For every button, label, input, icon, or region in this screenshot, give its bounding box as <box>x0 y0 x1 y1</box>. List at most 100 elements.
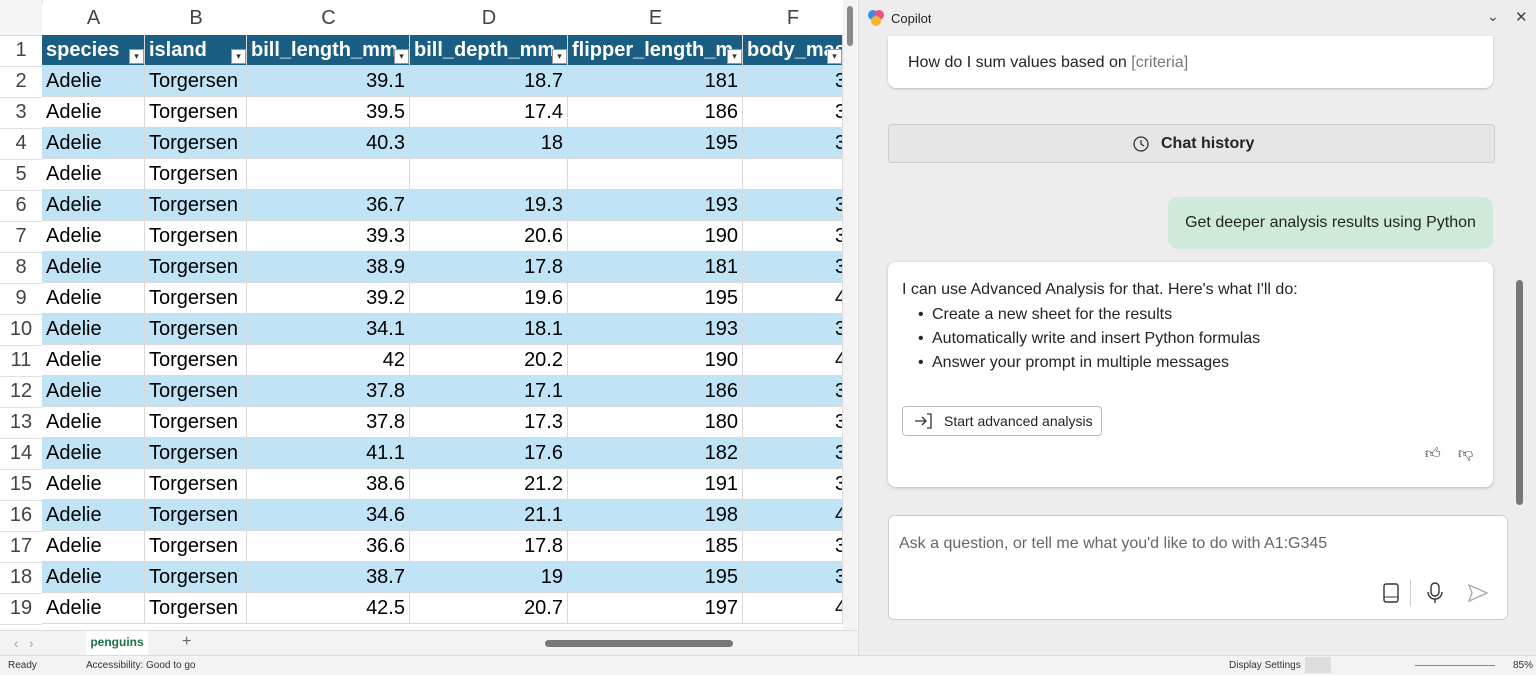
suggestion-card[interactable]: How do I sum values based on [criteria] <box>888 36 1493 88</box>
row-header[interactable]: 15 <box>0 469 42 501</box>
cell[interactable]: 42 <box>247 345 410 376</box>
cell[interactable]: 186 <box>568 97 743 128</box>
cell[interactable]: 18.7 <box>410 66 568 97</box>
row-header[interactable]: 5 <box>0 159 42 191</box>
column-header[interactable]: C <box>247 3 411 34</box>
cell[interactable]: 36.7 <box>247 190 410 221</box>
accessibility-status[interactable]: Accessibility: Good to go <box>86 660 196 671</box>
cell[interactable]: Torgersen <box>145 469 247 500</box>
cell[interactable]: Torgersen <box>145 128 247 159</box>
cell[interactable]: Adelie <box>42 128 145 159</box>
cell[interactable]: 20.6 <box>410 221 568 252</box>
cell[interactable]: Adelie <box>42 438 145 469</box>
cell[interactable]: Adelie <box>42 97 145 128</box>
cell[interactable]: Torgersen <box>145 314 247 345</box>
header-cell[interactable]: flipper_length_m <box>568 35 743 66</box>
cell[interactable]: 186 <box>568 376 743 407</box>
row-header[interactable]: 11 <box>0 345 42 377</box>
cell[interactable]: Adelie <box>42 531 145 562</box>
cell[interactable]: Torgersen <box>145 438 247 469</box>
cell[interactable]: Torgersen <box>145 252 247 283</box>
cell[interactable]: 193 <box>568 314 743 345</box>
cell[interactable]: 19.6 <box>410 283 568 314</box>
collapse-button[interactable]: ⌄ <box>1487 8 1499 24</box>
cell[interactable]: 34.1 <box>247 314 410 345</box>
cell[interactable] <box>247 159 410 190</box>
row-header[interactable]: 2 <box>0 66 42 98</box>
row-header[interactable]: 18 <box>0 562 42 594</box>
cell[interactable]: 181 <box>568 66 743 97</box>
mic-icon[interactable] <box>1426 582 1444 604</box>
cell[interactable]: 38.7 <box>247 562 410 593</box>
cell[interactable]: 190 <box>568 221 743 252</box>
cell[interactable]: 39.2 <box>247 283 410 314</box>
cell[interactable]: Adelie <box>42 345 145 376</box>
row-header[interactable]: 13 <box>0 407 42 439</box>
column-header[interactable]: B <box>145 3 248 34</box>
cell[interactable]: 36.6 <box>247 531 410 562</box>
row-header[interactable]: 4 <box>0 128 42 160</box>
cell[interactable]: 42.5 <box>247 593 410 624</box>
row-header[interactable]: 8 <box>0 252 42 284</box>
header-cell[interactable]: body_mas <box>743 35 843 66</box>
cell[interactable]: 34.6 <box>247 500 410 531</box>
header-cell[interactable]: species <box>42 35 145 66</box>
prompt-guide-icon[interactable] <box>1381 582 1401 604</box>
row-header[interactable]: 10 <box>0 314 42 346</box>
row-header[interactable]: 6 <box>0 190 42 222</box>
cell[interactable]: 3 <box>743 221 843 252</box>
cell[interactable]: 3 <box>743 407 843 438</box>
cell[interactable]: 3 <box>743 190 843 221</box>
cell[interactable]: 17.6 <box>410 438 568 469</box>
normal-view[interactable] <box>1305 657 1331 673</box>
cell[interactable]: Torgersen <box>145 376 247 407</box>
cell[interactable]: 39.1 <box>247 66 410 97</box>
cell[interactable]: 20.2 <box>410 345 568 376</box>
select-all-corner[interactable] <box>0 0 43 36</box>
cell[interactable]: 17.1 <box>410 376 568 407</box>
cell[interactable]: Adelie <box>42 407 145 438</box>
cell[interactable]: 180 <box>568 407 743 438</box>
filter-button[interactable]: ▾ <box>129 49 144 64</box>
cell[interactable]: 41.1 <box>247 438 410 469</box>
row-header[interactable]: 16 <box>0 500 42 532</box>
cell[interactable]: 3 <box>743 252 843 283</box>
cell[interactable]: 193 <box>568 190 743 221</box>
filter-button[interactable]: ▾ <box>827 49 842 64</box>
cell[interactable] <box>568 159 743 190</box>
cell[interactable]: 39.3 <box>247 221 410 252</box>
cell[interactable]: Torgersen <box>145 66 247 97</box>
add-sheet[interactable]: + <box>182 633 192 650</box>
scroll-thumb[interactable] <box>847 6 853 46</box>
cell[interactable] <box>410 159 568 190</box>
cell[interactable]: Torgersen <box>145 283 247 314</box>
cell[interactable]: 4 <box>743 500 843 531</box>
cell[interactable]: 3 <box>743 438 843 469</box>
thumbs-up[interactable]: 👍︎ <box>1425 445 1441 462</box>
cell[interactable]: 18 <box>410 128 568 159</box>
column-header[interactable]: D <box>410 3 569 34</box>
zoom-level[interactable]: 85% <box>1513 660 1534 671</box>
cell[interactable]: 21.1 <box>410 500 568 531</box>
cell[interactable]: Torgersen <box>145 593 247 624</box>
cell[interactable]: 181 <box>568 252 743 283</box>
cell[interactable] <box>743 159 843 190</box>
cell[interactable]: Torgersen <box>145 345 247 376</box>
row-header[interactable]: 3 <box>0 97 42 129</box>
cell[interactable]: Adelie <box>42 283 145 314</box>
display-settings[interactable]: Display Settings <box>1229 660 1301 671</box>
cell[interactable]: 191 <box>568 469 743 500</box>
filter-button[interactable]: ▾ <box>727 49 742 64</box>
cell[interactable]: 185 <box>568 531 743 562</box>
cell[interactable]: Torgersen <box>145 500 247 531</box>
vertical-scrollbar[interactable] <box>843 0 857 630</box>
cell[interactable]: Torgersen <box>145 97 247 128</box>
header-cell[interactable]: bill_depth_mm <box>410 35 568 66</box>
cell[interactable]: 4 <box>743 345 843 376</box>
cell[interactable]: 21.2 <box>410 469 568 500</box>
cell[interactable]: 190 <box>568 345 743 376</box>
pane-scroll-thumb[interactable] <box>1516 280 1523 505</box>
cell[interactable]: Torgersen <box>145 190 247 221</box>
cell[interactable]: Adelie <box>42 252 145 283</box>
cell[interactable]: 3 <box>743 562 843 593</box>
